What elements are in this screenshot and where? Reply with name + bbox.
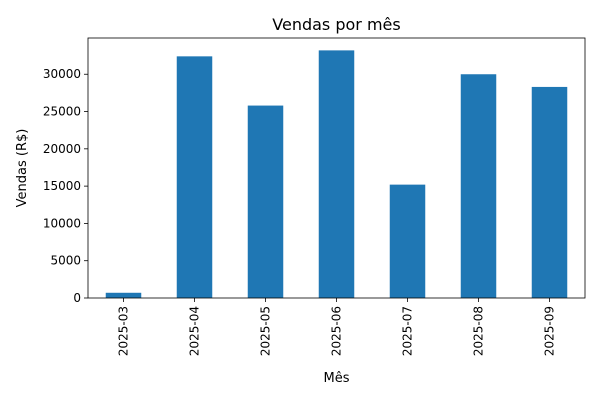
y-tick-label: 20000	[43, 142, 81, 156]
plot-area: 0 5000 10000 15000 20000 25000 30000 2025-03 202…	[43, 37, 586, 356]
axes-frame	[87, 37, 586, 299]
y-axis-label: Vendas (R$)	[15, 129, 30, 208]
x-tick-label: 2025-07	[401, 306, 415, 356]
bar-2025-09	[531, 86, 568, 298]
y-tick-label: 5000	[50, 254, 81, 268]
bar-2025-03	[105, 292, 142, 298]
chart-title: Vendas por mês	[272, 15, 400, 34]
y-tick-label: 30000	[43, 67, 81, 81]
bar-2025-08	[460, 74, 497, 298]
bar-2025-06	[318, 50, 355, 298]
y-tick-label: 0	[73, 291, 81, 305]
x-tick-label: 2025-06	[330, 306, 344, 356]
x-tick-label: 2025-05	[259, 306, 273, 356]
x-axis-label: Mês	[324, 371, 350, 386]
y-tick-label: 15000	[43, 179, 81, 193]
y-tick-label: 25000	[43, 105, 81, 119]
x-tick-label: 2025-03	[117, 306, 131, 356]
y-tick-label: 10000	[43, 216, 81, 230]
x-tick-label: 2025-08	[472, 306, 486, 356]
bar-2025-05	[247, 105, 284, 298]
bar-2025-04	[176, 56, 213, 299]
bar-2025-07	[389, 184, 426, 298]
x-tick-label: 2025-09	[543, 306, 557, 356]
x-tick-label: 2025-04	[188, 306, 202, 356]
